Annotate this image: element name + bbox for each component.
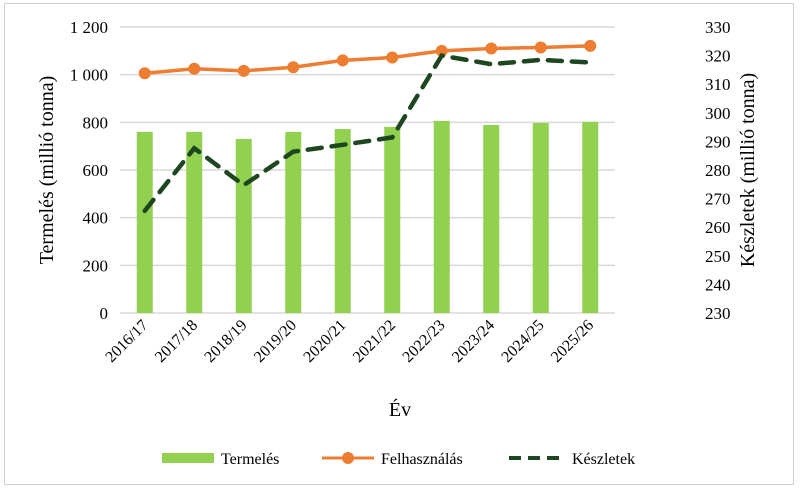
bar-termeles — [532, 123, 549, 313]
x-tick-label: 2023/24 — [449, 317, 498, 366]
x-tick-label: 2019/20 — [251, 317, 300, 366]
x-tick-label: 2022/23 — [399, 317, 448, 366]
marker-felhasznalas — [188, 62, 201, 75]
bar-termeles — [384, 126, 401, 313]
line-keszletek — [142, 53, 593, 214]
x-tick-label: 2024/25 — [498, 317, 547, 366]
bar-termeles — [186, 131, 203, 313]
y-tick-label: 0 — [100, 304, 109, 323]
bar-termeles — [483, 124, 500, 313]
x-tick-label: 2018/19 — [201, 317, 250, 366]
legend: Termelés Felhasználás Készletek — [162, 451, 635, 468]
y2-axis-title: Készletek (millió tonna) — [737, 73, 759, 267]
bar-termeles — [136, 131, 153, 313]
x-tick-label: 2020/21 — [300, 317, 349, 366]
marker-felhasznalas — [386, 51, 399, 64]
x-tick-label: 2021/22 — [350, 317, 399, 366]
y-tick-label: 600 — [83, 161, 109, 180]
y-tick-label: 200 — [83, 256, 109, 275]
y2-tick-label: 230 — [705, 304, 731, 323]
marker-felhasznalas — [584, 39, 597, 52]
marker-felhasznalas — [287, 61, 300, 74]
y-tick-label: 1 000 — [70, 66, 108, 85]
marker-felhasznalas — [435, 44, 448, 57]
chart-frame — [4, 3, 794, 485]
bar-termeles — [433, 120, 450, 313]
bar-termeles — [235, 139, 252, 313]
y2-tick-label: 330 — [705, 18, 731, 37]
x-axis-title: Év — [389, 398, 411, 421]
legend-label-felhasznalas: Felhasználás — [381, 451, 463, 468]
y-tick-label: 1 200 — [70, 18, 108, 37]
y2-tick-label: 320 — [705, 47, 731, 66]
marker-felhasznalas — [138, 67, 151, 80]
y2-tick-label: 260 — [705, 218, 731, 237]
y2-tick-label: 310 — [705, 75, 731, 94]
marker-felhasznalas — [237, 64, 250, 77]
line-felhasznalas — [144, 44, 591, 75]
y2-tick-label: 300 — [705, 104, 731, 123]
bar-termeles — [582, 121, 599, 314]
y-tick-label: 400 — [83, 209, 109, 228]
bar-termeles — [285, 131, 302, 313]
y2-tick-label: 250 — [705, 247, 731, 266]
y2-tick-label: 290 — [705, 132, 731, 151]
marker-felhasznalas — [336, 54, 349, 67]
y2-tick-label: 280 — [705, 161, 731, 180]
x-tick-label: 2017/18 — [152, 317, 201, 366]
y-axis-title: Termelés (millió tonna) — [36, 76, 58, 265]
x-tick-label: 2025/26 — [548, 317, 597, 366]
legend-marker-felhasznalas — [342, 452, 354, 464]
legend-label-keszletek: Készletek — [572, 451, 635, 468]
y2-tick-label: 270 — [705, 190, 731, 209]
legend-swatch-termeles — [162, 453, 214, 463]
legend-label-termeles: Termelés — [221, 451, 279, 468]
marker-felhasznalas — [534, 41, 547, 54]
y2-tick-label: 240 — [705, 275, 731, 294]
x-tick-label: 2016/17 — [102, 317, 151, 366]
y-tick-label: 800 — [83, 113, 109, 132]
marker-felhasznalas — [485, 42, 498, 55]
bar-termeles — [334, 129, 351, 313]
